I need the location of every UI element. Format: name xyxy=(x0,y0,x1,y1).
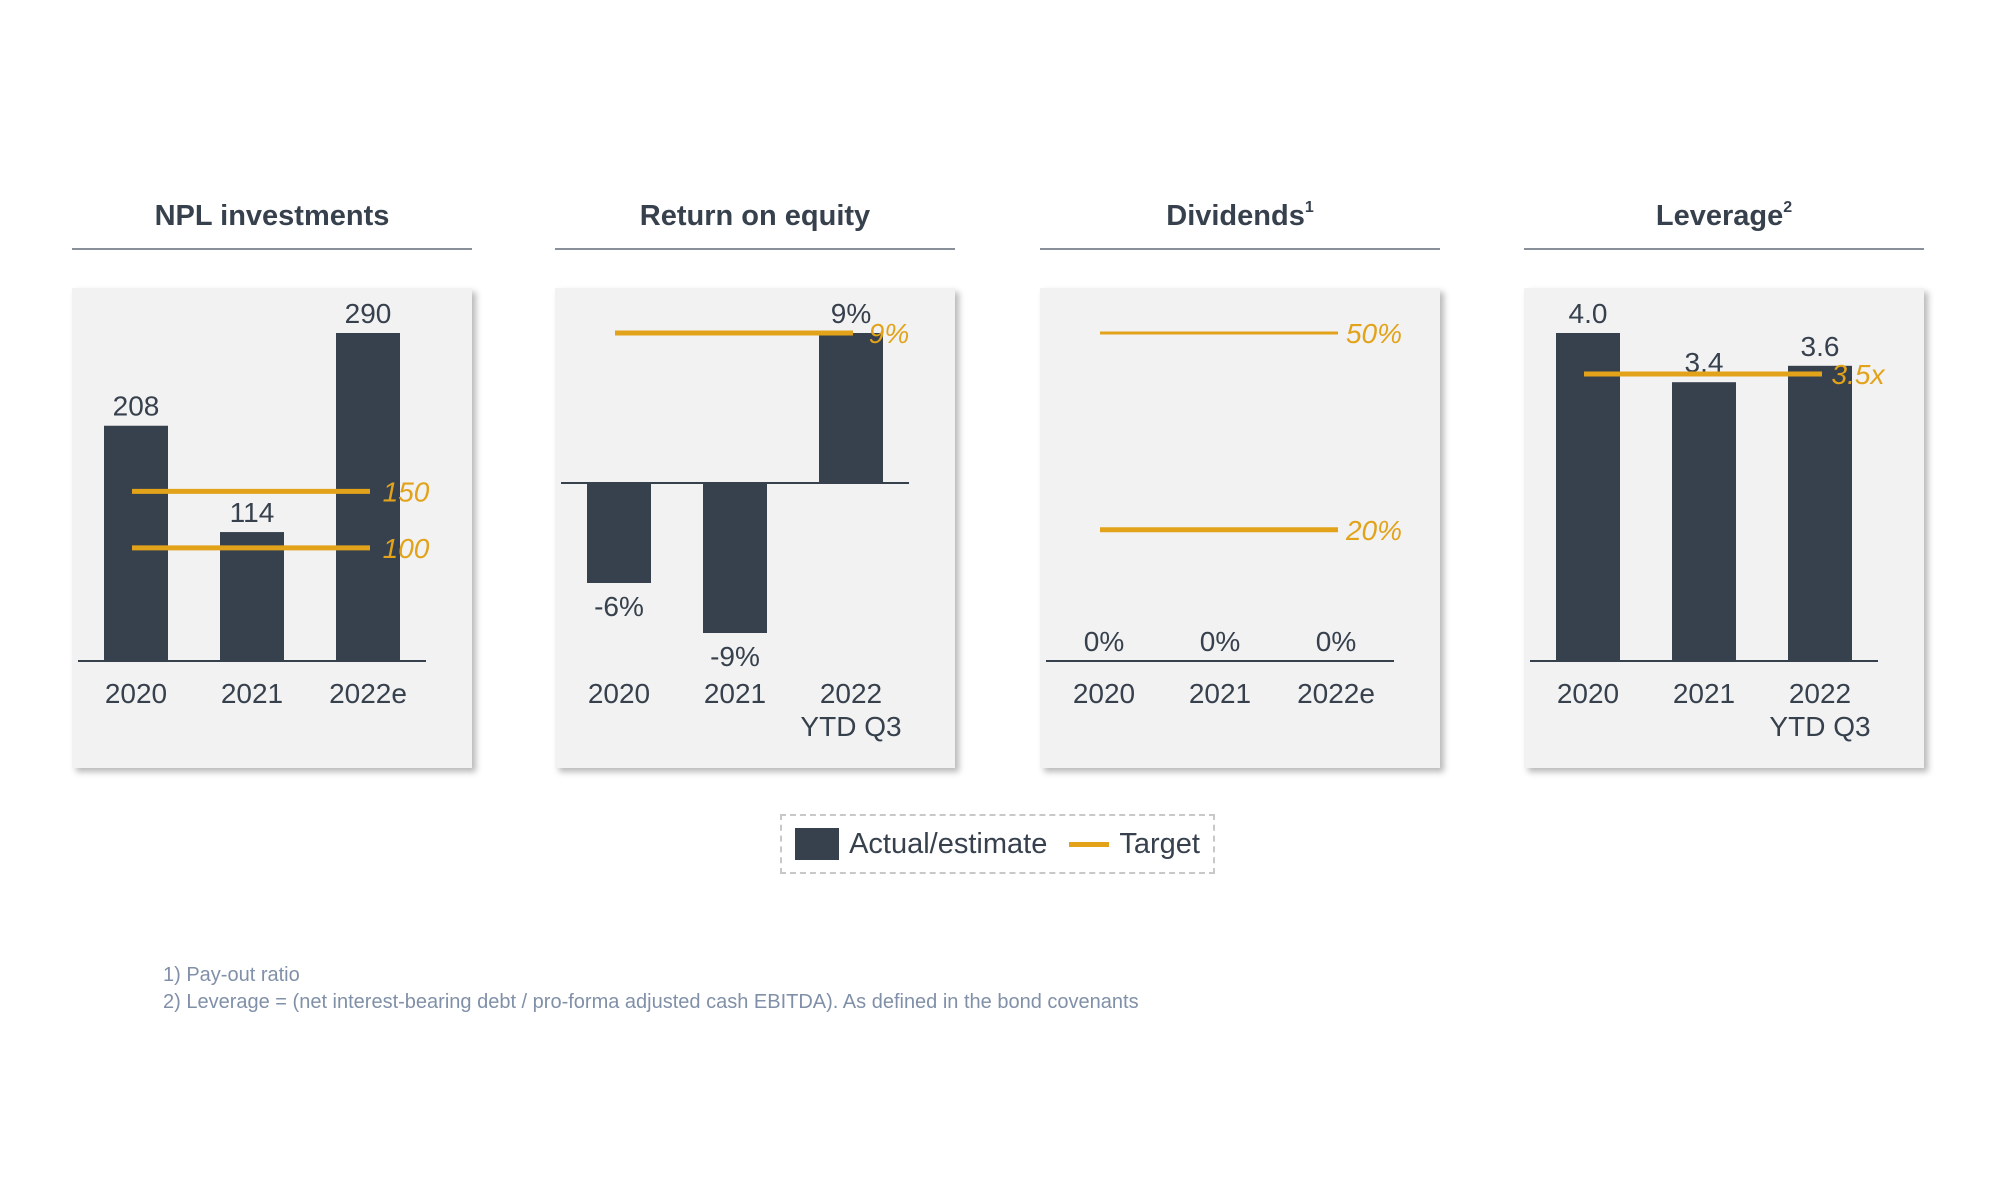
chart-2-category-label-2: 2021 xyxy=(704,678,766,709)
footnote-2: 2) Leverage = (net interest-bearing debt… xyxy=(163,991,1139,1013)
chart-3-title: Dividends1 xyxy=(1040,199,1440,233)
footnotes: 1) Pay-out ratio 2) Leverage = (net inte… xyxy=(163,962,1139,1016)
chart-3-target-label-1: 50% xyxy=(1346,318,1402,349)
chart-4-value-label-3: 3.6 xyxy=(1801,331,1840,362)
chart-3-panel: 0% 0% 0% 2020 2021 2022e 50% 20% xyxy=(1040,288,1440,768)
chart-4-title: Leverage2 xyxy=(1524,199,1924,233)
legend-target-label: Target xyxy=(1119,827,1200,860)
chart-1-value-label-2: 114 xyxy=(230,497,275,528)
chart-2-category-label-3-line-2: YTD Q3 xyxy=(800,711,901,742)
chart-2-title-text: Return on equity xyxy=(639,200,871,232)
chart-4-category-label-3-line-2: YTD Q3 xyxy=(1769,711,1870,742)
chart-2-title-rule xyxy=(555,248,955,250)
chart-4-category-label-2: 2021 xyxy=(1673,678,1735,709)
legend-actual-swatch xyxy=(795,828,840,860)
chart-3-value-label-1: 0% xyxy=(1084,626,1124,657)
chart-1-panel: 208 114 290 2020 2021 2022e 150 100 xyxy=(72,288,472,768)
chart-3-svg: 0% 0% 0% 2020 2021 2022e 50% 20% xyxy=(1046,318,1402,709)
chart-1-svg: 208 114 290 2020 2021 2022e 150 100 xyxy=(78,298,430,709)
chart-4-bar-1 xyxy=(1556,333,1620,661)
chart-3-title-rule xyxy=(1040,248,1440,250)
chart-2-value-label-1: -6% xyxy=(594,591,644,622)
chart-2-bar-3 xyxy=(819,333,883,483)
chart-1-title-text: NPL investments xyxy=(154,200,390,232)
chart-3-category-label-1: 2020 xyxy=(1073,678,1135,709)
chart-1-value-label-3: 290 xyxy=(345,298,392,329)
chart-4-bar-3 xyxy=(1788,365,1852,661)
chart-4-value-label-1: 4.0 xyxy=(1569,298,1608,329)
chart-1-value-label-1: 208 xyxy=(113,391,160,422)
chart-2-value-label-3: 9% xyxy=(831,298,871,329)
chart-4-panel: 4.0 3.4 3.6 2020 2021 2022 YTD Q3 3.5x xyxy=(1524,288,1924,768)
chart-1-title-rule xyxy=(72,248,472,250)
legend-actual-label: Actual/estimate xyxy=(849,827,1048,860)
chart-2-bar-2 xyxy=(703,483,767,633)
chart-1-category-label-2: 2021 xyxy=(221,678,283,709)
chart-1-target-label-1: 150 xyxy=(383,476,430,507)
chart-4-category-label-1: 2020 xyxy=(1557,678,1619,709)
chart-2-category-label-1: 2020 xyxy=(588,678,650,709)
chart-2-value-label-2: -9% xyxy=(710,641,760,672)
chart-2-category-label-3-line-1: 2022 xyxy=(820,678,882,709)
chart-3-category-label-3: 2022e xyxy=(1297,678,1375,709)
chart-2-target-label-1: 9% xyxy=(869,318,909,349)
footnote-1: 1) Pay-out ratio xyxy=(163,964,300,986)
chart-3-value-label-3: 0% xyxy=(1316,626,1356,657)
chart-4-category-label-3-line-1: 2022 xyxy=(1789,678,1851,709)
chart-4-title-footnote: 2 xyxy=(1783,199,1793,217)
chart-4-title-rule xyxy=(1524,248,1924,250)
chart-3-value-label-2: 0% xyxy=(1200,626,1240,657)
chart-2-bar-1 xyxy=(587,483,651,583)
chart-2-title: Return on equity xyxy=(555,200,955,233)
chart-1-bar-1 xyxy=(104,425,168,661)
chart-1-bar-3 xyxy=(336,333,400,661)
chart-2-panel: -6% -9% 9% 2020 2021 2022 YTD Q3 9% xyxy=(555,288,955,768)
chart-3-target-label-2: 20% xyxy=(1345,515,1402,546)
chart-3-category-label-2: 2021 xyxy=(1189,678,1251,709)
chart-4-title-text: Leverage xyxy=(1655,200,1784,232)
chart-4-target-label-1: 3.5x xyxy=(1832,359,1886,390)
legend-target-swatch xyxy=(1069,841,1110,847)
chart-4-bar-2 xyxy=(1672,382,1736,661)
chart-1-category-label-3: 2022e xyxy=(329,678,407,709)
chart-1-title: NPL investments xyxy=(72,200,472,233)
chart-3-title-text: Dividends xyxy=(1166,200,1305,232)
chart-3-title-footnote: 1 xyxy=(1304,199,1314,217)
chart-1-bar-2 xyxy=(220,532,284,661)
chart-1-target-label-2: 100 xyxy=(383,533,430,564)
legend: Actual/estimate Target xyxy=(780,814,1215,874)
chart-1-category-label-1: 2020 xyxy=(105,678,167,709)
